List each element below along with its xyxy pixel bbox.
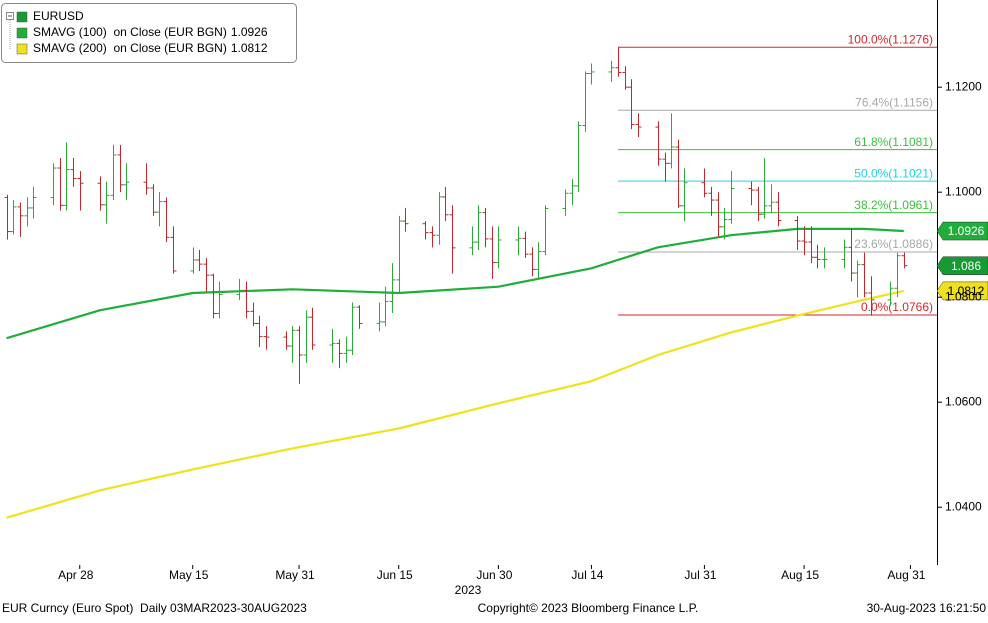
footer-left: EUR Curncy (Euro Spot) Daily 03MAR2023-3… [2,601,307,615]
y-tick-label: 1.0800 [945,289,982,303]
price-tag [936,256,988,275]
price-tag-label: 1.0812 [948,284,985,298]
legend-swatch [16,27,28,39]
x-tick-label: Jun 15 [377,568,413,582]
price-tag [936,281,988,301]
legend-box [1,3,297,63]
retracement-label: 0.0%(1.0766) [861,300,933,314]
price-tag [936,221,988,241]
footer-right: 30-Aug-2023 16:21:50 [867,601,987,615]
x-tick-label: May 31 [275,568,315,582]
x-tick-label: Jun 30 [476,568,512,582]
moving-average-line [6,289,905,519]
retracement-label: 23.6%(1.0886) [854,237,933,251]
moving-average-line [6,227,904,340]
legend-label: SMAVG (100) on Close (EUR BGN) [33,25,227,39]
retracement-label: 100.0%(1.1276) [848,32,933,46]
legend: EURUSD SMAVG (100) on Close (EUR BGN) 1.09… [1,3,297,63]
y-tick-label: 1.1000 [945,184,982,198]
plot-area: 100.0%(1.1276) 76.4%(1.1156) 61.8%(1.1081)… [4,32,937,519]
x-tick-label: Jul 14 [571,568,603,582]
price-tags: 1.0926 1.086 1.0812 [936,221,988,301]
legend-value: 1.0926 [231,25,268,39]
price-tag-label: 1.0926 [948,224,985,238]
y-tick-label: 1.1200 [945,79,982,93]
x-tick-label: Aug 31 [887,568,925,582]
x-tick-label: May 15 [169,568,209,582]
footer-center: Copyright© 2023 Bloomberg Finance L.P. [478,601,699,615]
x-tick-label: Aug 15 [781,568,819,582]
x-tick-label: Jul 31 [684,568,716,582]
x-tick-label: Apr 28 [58,568,94,582]
legend-swatch [16,43,28,55]
legend-swatch [16,11,28,23]
year-label: 2023 [455,583,482,597]
legend-value: 1.0812 [231,41,268,55]
retracement-label: 76.4%(1.1156) [855,95,933,109]
y-tick-label: 1.0400 [945,499,982,513]
price-tag-label: 1.086 [951,259,981,273]
legend-label: EURUSD [33,9,84,23]
retracement-label: 61.8%(1.1081) [854,135,933,149]
retracement-label: 50.0%(1.1021) [854,166,933,180]
y-tick-label: 1.0600 [945,394,982,408]
legend-label: SMAVG (200) on Close (EUR BGN) [33,41,227,55]
retracement-label: 38.2%(1.0961) [854,198,933,212]
